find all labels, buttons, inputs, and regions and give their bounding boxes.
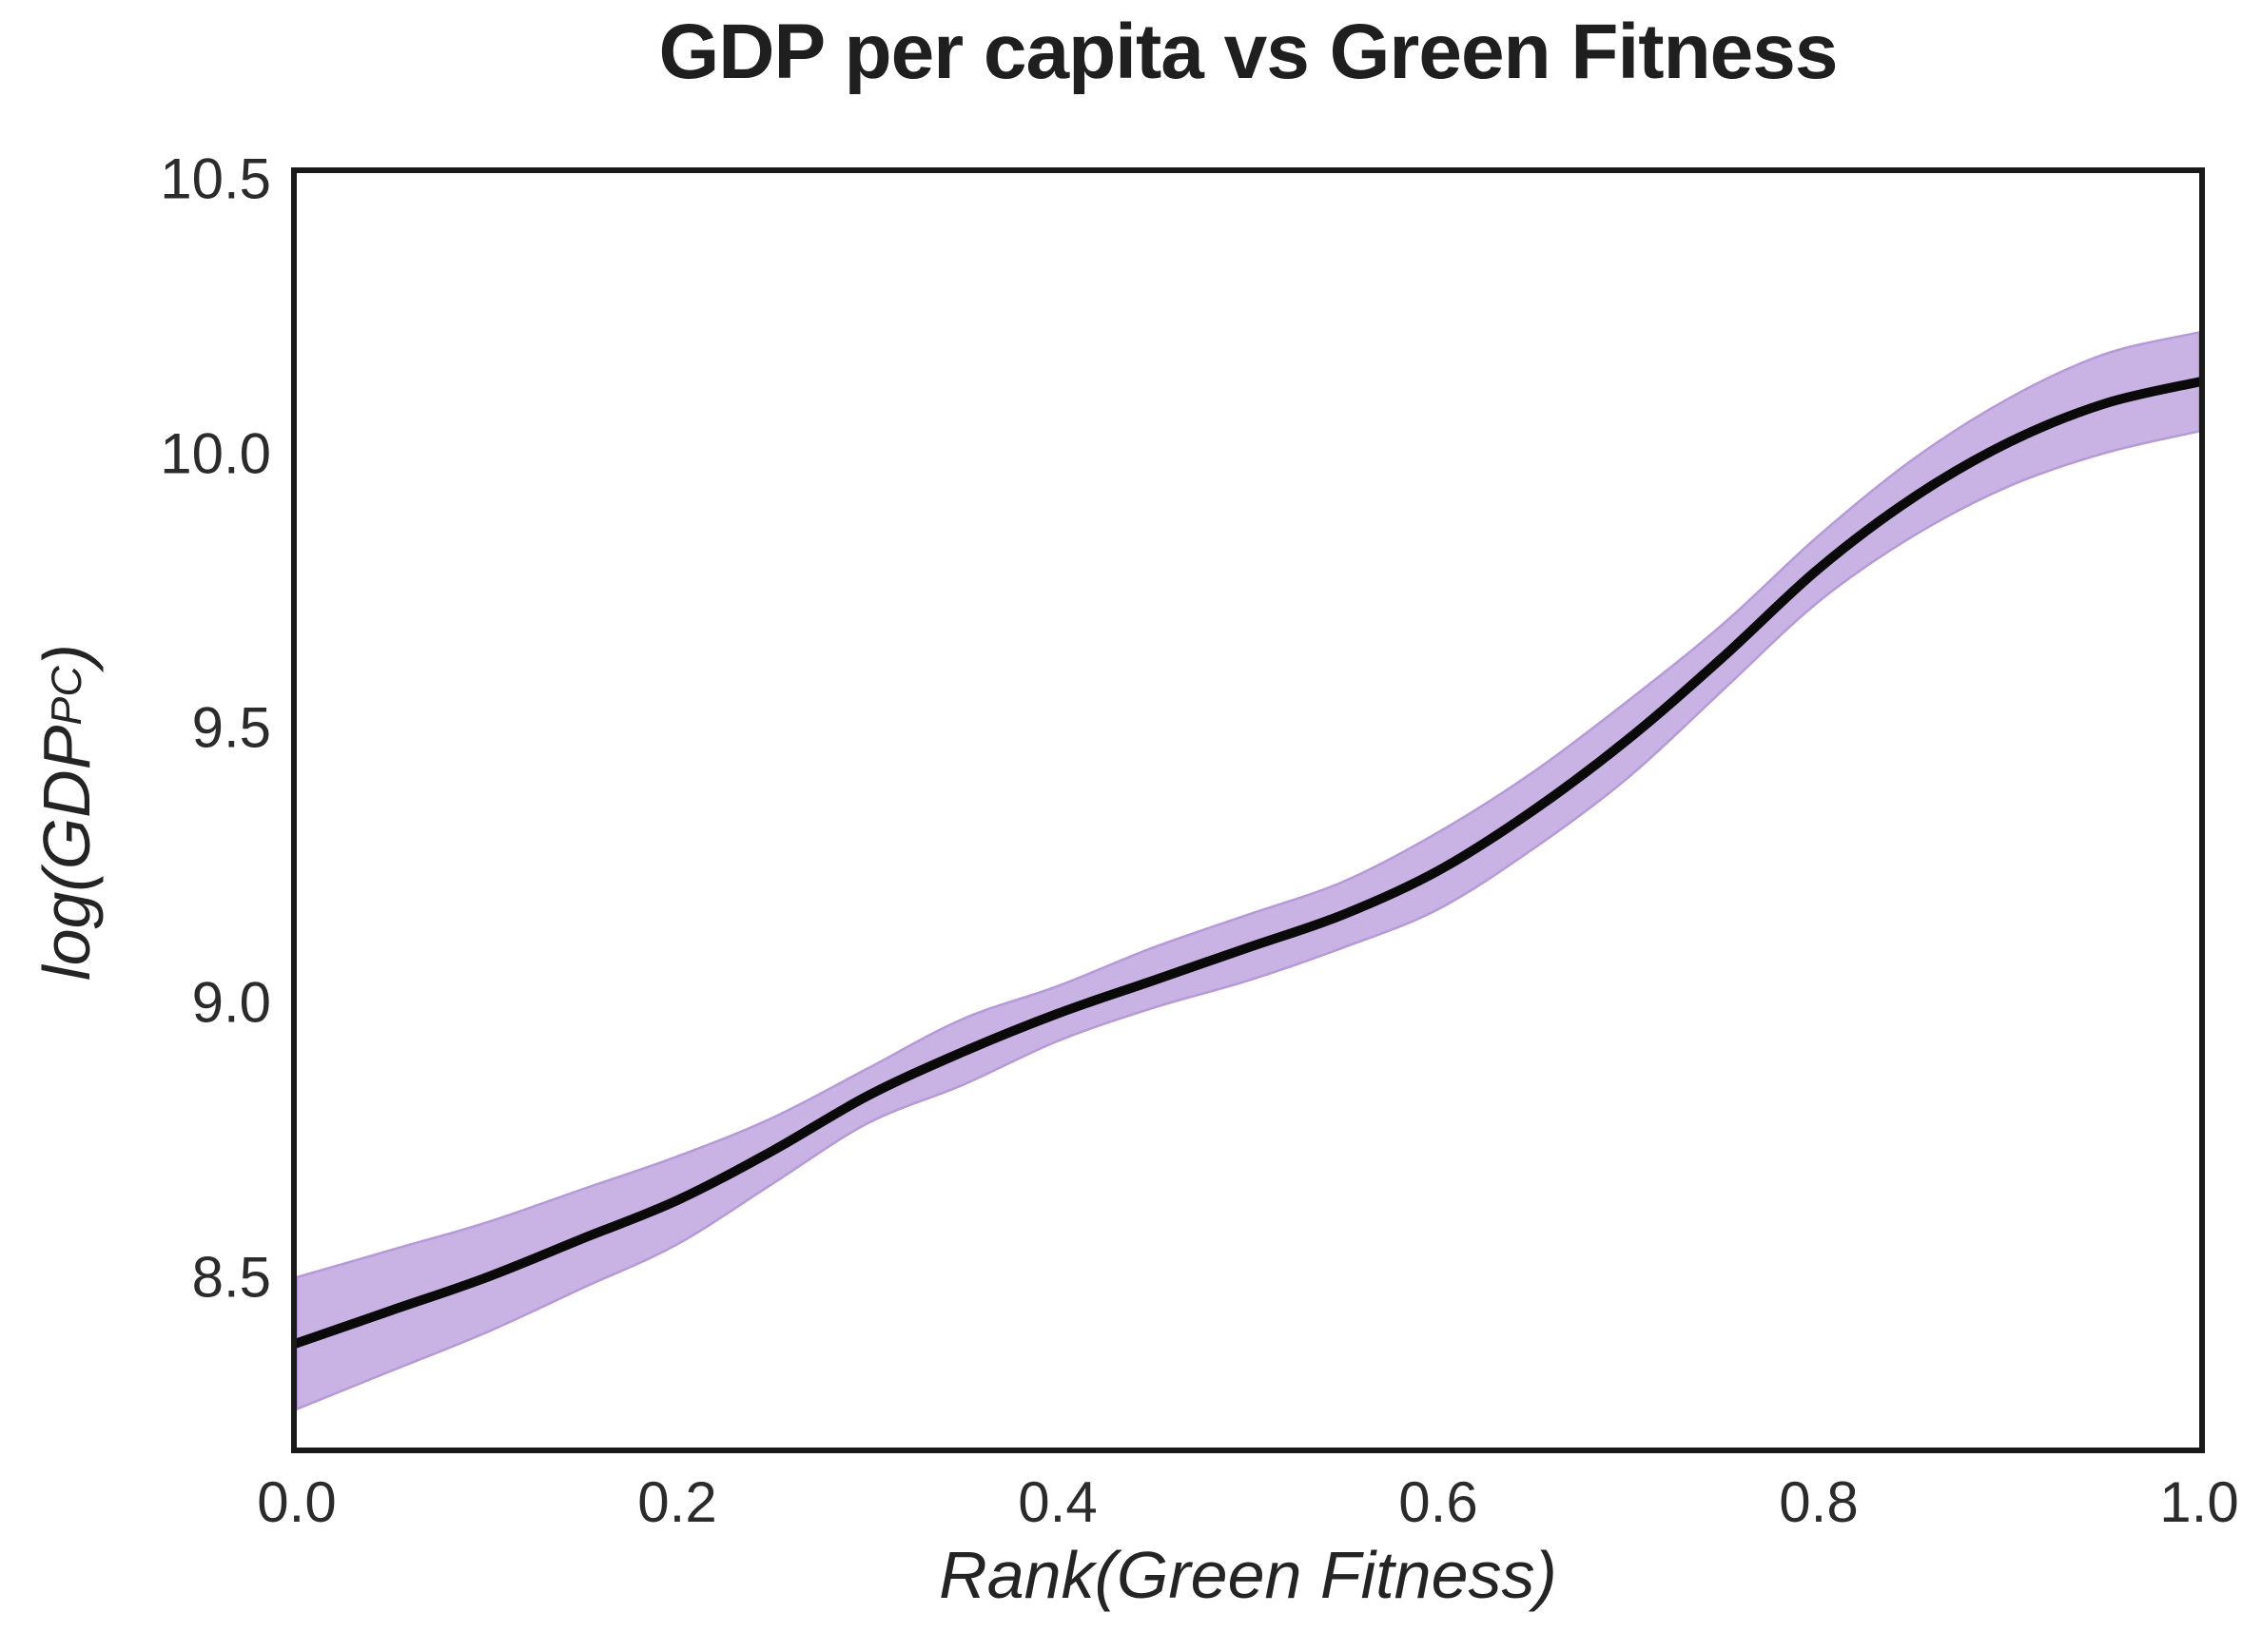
- x-tick-label: 0.4: [1018, 1470, 1098, 1534]
- plot-canvas: [297, 331, 2199, 1410]
- plot-area: [291, 167, 2205, 1453]
- x-tick-label: 1.0: [2159, 1470, 2239, 1534]
- regression-line: [297, 377, 2199, 1349]
- x-tick-label: 0.2: [637, 1470, 717, 1534]
- chart-title: GDP per capita vs Green Fitness: [658, 9, 1839, 95]
- y-tick-label: 10.0: [160, 421, 271, 486]
- x-tick-label: 0.8: [1779, 1470, 1859, 1534]
- y-tick-label: 8.5: [191, 1245, 271, 1310]
- y-tick-label: 9.0: [191, 970, 271, 1035]
- y-axis-label-suffix: ): [29, 644, 104, 667]
- y-axis-label-prefix: log(GDP: [29, 725, 104, 981]
- x-tick-label: 0.6: [1398, 1470, 1478, 1534]
- x-axis-label: Rank(Green Fitness): [939, 1538, 1557, 1612]
- y-tick-label: 10.5: [160, 146, 271, 211]
- confidence-band: [297, 331, 2199, 1410]
- x-tick-label: 0.0: [257, 1470, 337, 1534]
- y-tick-label: 9.5: [191, 695, 271, 760]
